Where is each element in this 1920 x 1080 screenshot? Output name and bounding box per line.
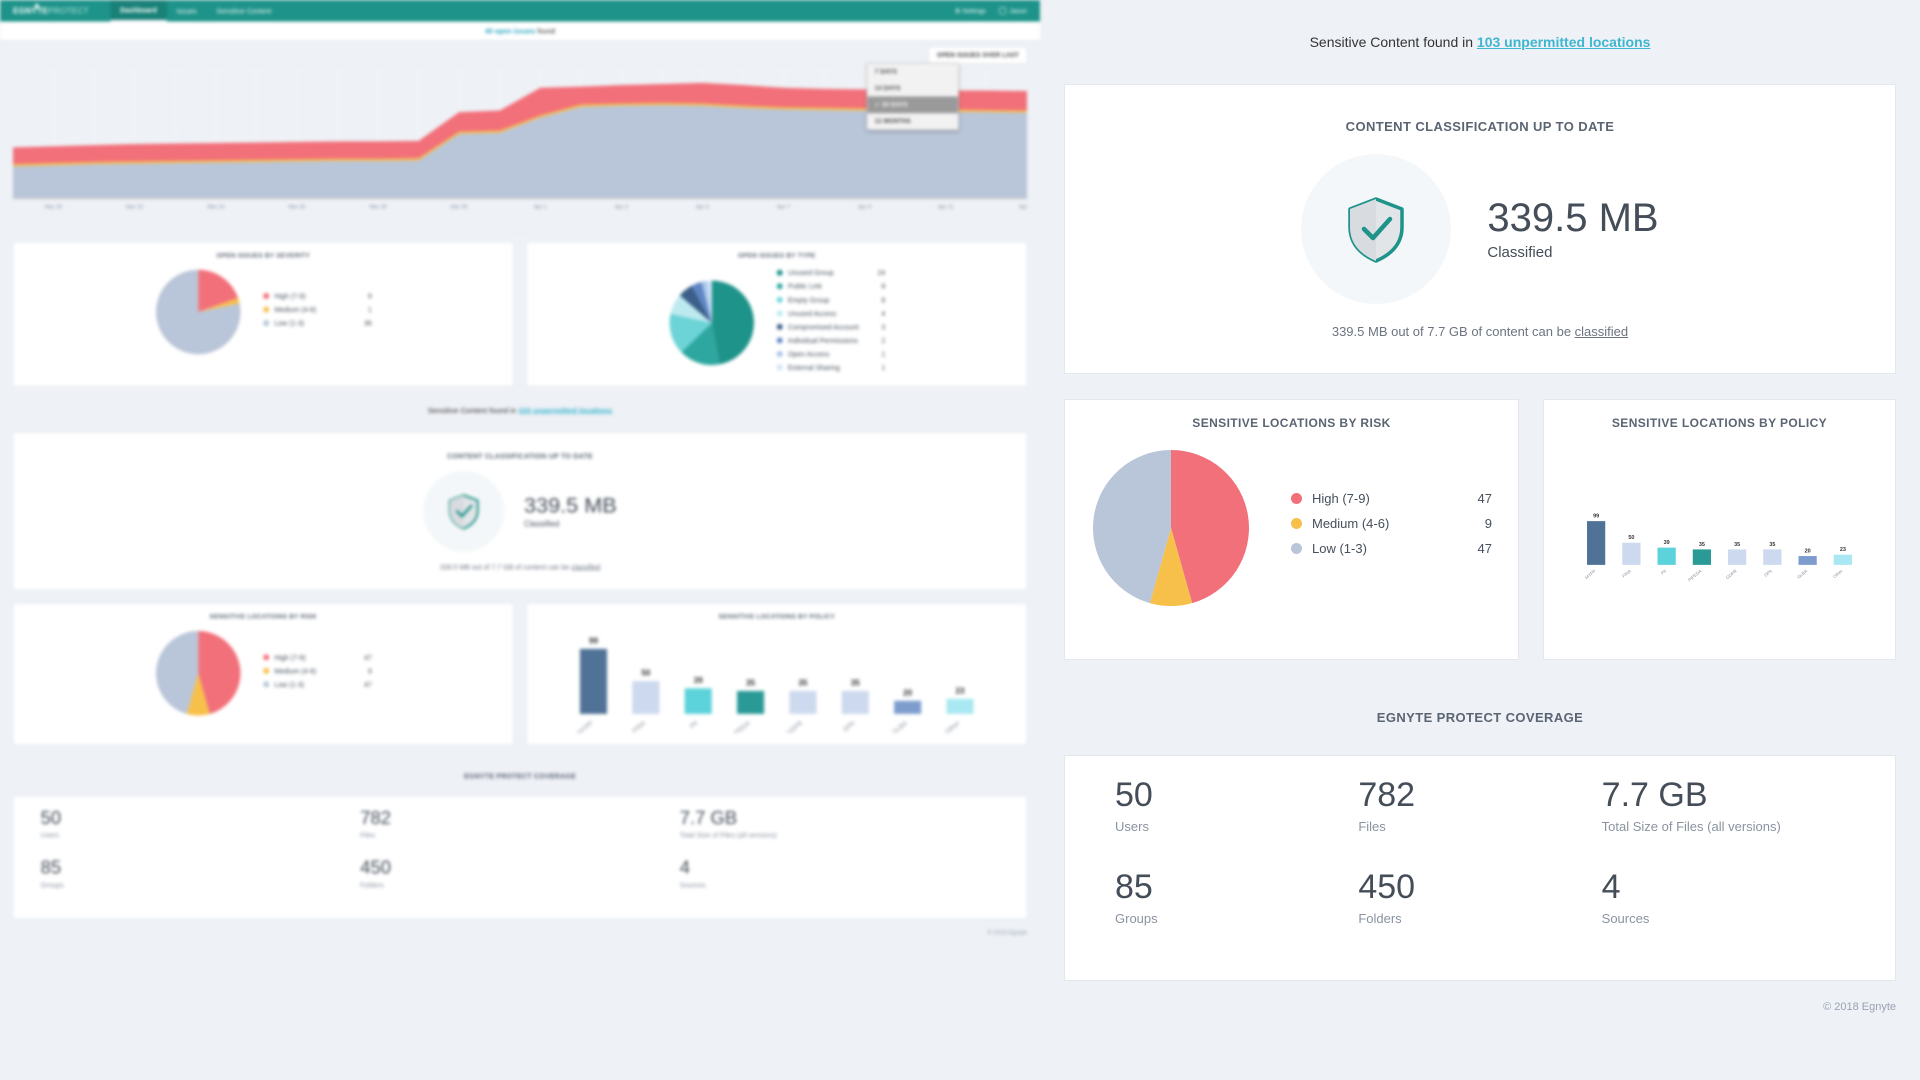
svg-text:50: 50: [641, 669, 651, 678]
svg-text:PIPEDA: PIPEDA: [1687, 568, 1703, 582]
svg-text:Apr 13: Apr 13: [1019, 205, 1027, 211]
svg-text:35: 35: [798, 679, 808, 688]
svg-text:35: 35: [1769, 542, 1775, 548]
svg-text:39: 39: [1664, 540, 1670, 546]
svg-text:99: 99: [1593, 513, 1599, 519]
svg-text:50: 50: [1628, 535, 1634, 541]
svg-text:DPA: DPA: [1763, 568, 1773, 577]
svg-text:FINA: FINA: [631, 719, 647, 732]
svg-text:Mar 22: Mar 22: [126, 205, 143, 211]
svg-text:Apr 11: Apr 11: [938, 205, 954, 211]
svg-text:FINA: FINA: [1621, 568, 1632, 578]
svg-text:GLBA: GLBA: [891, 719, 909, 732]
svg-text:Apr 7: Apr 7: [777, 205, 790, 211]
svg-text:23: 23: [955, 686, 965, 695]
svg-text:39: 39: [694, 676, 704, 685]
svg-text:Apr 1: Apr 1: [534, 205, 547, 211]
svg-text:GLBA: GLBA: [1796, 568, 1808, 579]
svg-text:PIPEDA: PIPEDA: [729, 719, 752, 732]
svg-text:Apr 3: Apr 3: [615, 205, 628, 211]
svg-text:GDPR: GDPR: [1725, 568, 1738, 580]
svg-text:PII: PII: [689, 720, 700, 731]
svg-text:20: 20: [903, 688, 913, 697]
svg-text:Mar 28: Mar 28: [370, 205, 387, 211]
svg-text:20: 20: [1805, 548, 1811, 554]
svg-text:35: 35: [1699, 542, 1705, 548]
svg-text:Other: Other: [1832, 568, 1844, 579]
svg-text:Apr 9: Apr 9: [858, 205, 871, 211]
svg-text:99: 99: [589, 637, 599, 646]
svg-text:MYPP: MYPP: [1584, 568, 1597, 580]
svg-text:Mar 26: Mar 26: [289, 205, 306, 211]
svg-text:23: 23: [1840, 547, 1846, 553]
svg-text:DPA: DPA: [842, 719, 857, 732]
svg-text:35: 35: [1734, 542, 1740, 548]
svg-text:Other: Other: [944, 719, 962, 733]
svg-text:Mar 20: Mar 20: [45, 205, 62, 211]
svg-text:PII: PII: [1660, 568, 1667, 575]
svg-text:GDPR: GDPR: [785, 720, 804, 733]
svg-text:Mar 30: Mar 30: [451, 205, 468, 211]
svg-text:35: 35: [746, 679, 756, 688]
svg-text:Mar 24: Mar 24: [207, 205, 224, 211]
svg-text:Apr 5: Apr 5: [696, 205, 709, 211]
svg-text:MYPP: MYPP: [576, 720, 595, 733]
svg-text:35: 35: [851, 679, 861, 688]
